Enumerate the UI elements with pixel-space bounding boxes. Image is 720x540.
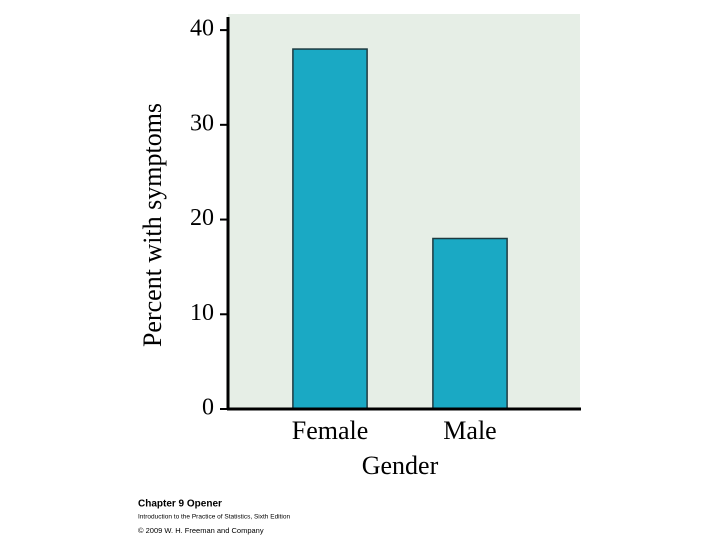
footer-copyright: © 2009 W. H. Freeman and Company — [138, 526, 264, 535]
x-tick-label: Female — [292, 416, 369, 445]
bar — [292, 48, 368, 410]
y-tick-label: 10 — [190, 300, 214, 326]
footer-book: Introduction to the Practice of Statisti… — [138, 514, 290, 521]
y-axis-label: Percent with symptoms — [138, 103, 167, 347]
plot-background — [228, 14, 580, 409]
y-tick-label: 30 — [190, 110, 214, 136]
y-tick-label: 0 — [202, 395, 214, 421]
y-tick-label: 40 — [190, 16, 214, 42]
x-axis-label: Gender — [362, 451, 439, 480]
footer-heading: Chapter 9 Opener — [138, 499, 222, 510]
x-tick-label: Male — [443, 416, 496, 445]
bar — [432, 237, 508, 410]
y-tick-label: 20 — [190, 205, 214, 231]
